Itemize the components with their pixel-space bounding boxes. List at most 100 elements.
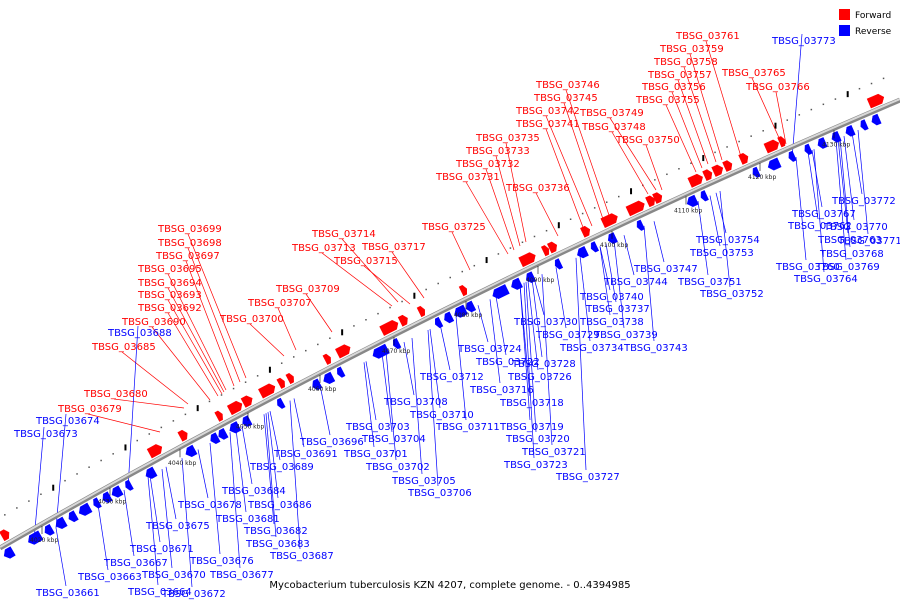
track-tick bbox=[389, 306, 391, 309]
reverse-gene-label: TBSG_03689 bbox=[249, 462, 314, 473]
reverse-gene-label: TBSG_03671 bbox=[129, 544, 194, 555]
reverse-leader bbox=[579, 255, 591, 342]
reverse-leader bbox=[265, 413, 277, 538]
reverse-leader bbox=[599, 246, 611, 291]
reverse-gene-label: TBSG_03752 bbox=[699, 289, 764, 300]
reverse-gene-label: TBSG_03701 bbox=[343, 449, 408, 460]
reverse-gene bbox=[871, 113, 882, 126]
kbp-label: 4090 kbp bbox=[526, 277, 554, 284]
reverse-gene-label: TBSG_03722 bbox=[475, 357, 540, 368]
forward-gene-label: TBSG_03748 bbox=[581, 122, 646, 133]
forward-gene-label: TBSG_03715 bbox=[333, 256, 398, 267]
track-tick bbox=[268, 366, 271, 373]
track-tick bbox=[461, 270, 464, 273]
track-tick bbox=[136, 439, 138, 442]
track-tick bbox=[64, 479, 66, 482]
track-tick bbox=[425, 288, 427, 291]
reverse-gene bbox=[636, 219, 645, 231]
reverse-gene bbox=[845, 124, 856, 137]
track-tick bbox=[148, 433, 151, 435]
reverse-gene-label: TBSG_03762 bbox=[787, 221, 852, 232]
track-tick bbox=[220, 394, 223, 396]
forward-leader bbox=[671, 91, 703, 169]
reverse-gene bbox=[466, 300, 477, 313]
track-tick bbox=[521, 241, 524, 244]
forward-leader bbox=[677, 79, 709, 165]
track-tick bbox=[196, 405, 199, 412]
reverse-gene-label: TBSG_03747 bbox=[633, 264, 698, 275]
reverse-gene-label: TBSG_03721 bbox=[521, 447, 586, 458]
reverse-gene-label: TBSG_03767 bbox=[791, 209, 856, 220]
reverse-gene-label: TBSG_03753 bbox=[689, 248, 754, 259]
reverse-leader bbox=[293, 398, 305, 448]
forward-gene bbox=[625, 200, 645, 217]
genome-axis bbox=[0, 97, 900, 551]
forward-gene-label: TBSG_03735 bbox=[475, 133, 540, 144]
reverse-gene-label: TBSG_03729 bbox=[535, 330, 600, 341]
reverse-leader bbox=[527, 280, 539, 371]
forward-leader bbox=[185, 260, 235, 387]
forward-gene-label: TBSG_03741 bbox=[515, 119, 580, 130]
track-tick bbox=[292, 356, 295, 358]
reverse-gene bbox=[767, 157, 782, 171]
track-tick bbox=[232, 387, 235, 390]
track-tick bbox=[726, 146, 728, 148]
track-tick bbox=[870, 82, 873, 85]
reverse-leader bbox=[241, 425, 253, 485]
track-tick bbox=[654, 179, 656, 181]
forward-leader bbox=[611, 131, 649, 195]
forward-leader bbox=[535, 192, 559, 237]
forward-gene-label: TBSG_03699 bbox=[157, 224, 222, 235]
reverse-gene-label: TBSG_03670 bbox=[141, 570, 206, 581]
reverse-gene-label: TBSG_03723 bbox=[503, 460, 568, 471]
reverse-leader bbox=[531, 278, 543, 358]
track-tick bbox=[280, 362, 283, 364]
forward-gene bbox=[322, 353, 331, 365]
reverse-leader bbox=[791, 33, 803, 159]
forward-gene-label: TBSG_03698 bbox=[157, 238, 222, 249]
track-tick bbox=[256, 375, 259, 377]
reverse-leader bbox=[427, 329, 439, 487]
forward-gene-label: TBSG_03749 bbox=[579, 108, 644, 119]
reverse-leader bbox=[599, 246, 611, 316]
genome-caption: Mycobacterium tuberculosis KZN 4207, com… bbox=[269, 580, 630, 591]
forward-gene bbox=[687, 173, 703, 188]
reverse-gene-label: TBSG_03667 bbox=[103, 558, 168, 569]
reverse-leader bbox=[165, 466, 177, 520]
forward-gene-label: TBSG_03690 bbox=[121, 317, 186, 328]
forward-gene bbox=[285, 372, 294, 385]
reverse-leader bbox=[181, 458, 193, 588]
minor-tick-dots bbox=[4, 77, 885, 516]
reverse-leader bbox=[697, 200, 709, 276]
track-tick bbox=[798, 114, 801, 116]
forward-leader bbox=[167, 287, 225, 393]
reverse-leader bbox=[455, 316, 467, 421]
reverse-gene bbox=[242, 415, 253, 427]
reverse-gene bbox=[492, 284, 510, 299]
reverse-gene bbox=[526, 271, 537, 284]
reverse-leader bbox=[161, 469, 173, 569]
track-tick bbox=[858, 87, 861, 90]
reverse-gene-label: TBSG_03773 bbox=[771, 36, 836, 47]
forward-leader bbox=[167, 299, 223, 395]
reverse-leader bbox=[811, 149, 823, 208]
reverse-gene-label: TBSG_03751 bbox=[677, 277, 742, 288]
forward-gene bbox=[866, 93, 885, 109]
kbp-label: 4040 kbp bbox=[168, 460, 196, 467]
forward-gene-label: TBSG_03745 bbox=[533, 93, 598, 104]
forward-gene bbox=[0, 529, 10, 542]
reverse-leader bbox=[613, 239, 625, 329]
track-tick bbox=[124, 444, 127, 451]
reverse-leader bbox=[525, 281, 537, 433]
forward-leader bbox=[113, 398, 185, 409]
reverse-gene bbox=[102, 491, 113, 504]
reverse-gene bbox=[111, 485, 124, 498]
reverse-leader bbox=[97, 504, 109, 571]
forward-gene-label: TBSG_03756 bbox=[641, 82, 706, 93]
kbp-label: 4080 kbp bbox=[454, 312, 482, 319]
reverse-leader bbox=[147, 476, 159, 586]
reverse-gene bbox=[44, 523, 55, 536]
reverse-leader bbox=[851, 132, 863, 195]
reverse-gene-label: TBSG_03663 bbox=[77, 572, 142, 583]
forward-gene-label: TBSG_03713 bbox=[291, 243, 356, 254]
